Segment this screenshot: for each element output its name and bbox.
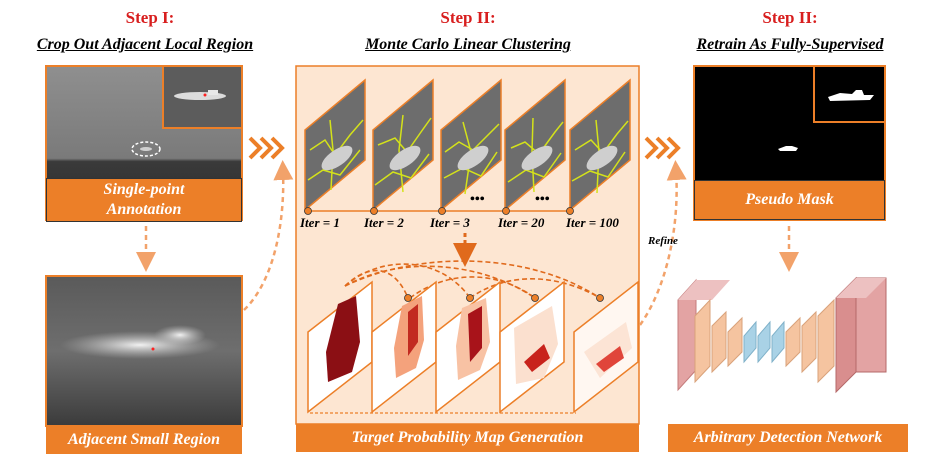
probability-map-label: Target Probability Map Generation [296, 424, 639, 452]
refine-arrow [638, 160, 687, 326]
ellipsis-dots-1: ••• [470, 192, 485, 207]
chevron-arrow-2 [644, 136, 681, 160]
step3-subtitle: Retrain As Fully-Supervised [696, 36, 884, 53]
step3-title: Step II: [762, 8, 818, 27]
chevron-arrow-1 [248, 136, 285, 160]
annotation-line-1: Single-point [103, 181, 185, 198]
iter-label-20: Iter = 20 [498, 215, 545, 230]
annotation-line-2: Annotation [106, 201, 182, 218]
iter-label-2: Iter = 2 [364, 215, 404, 230]
adjacent-region-image [45, 275, 243, 427]
probability-maps [307, 280, 639, 414]
refine-label: Refine [648, 235, 678, 247]
single-point-annotation-label: Single-point Annotation [46, 178, 242, 222]
step2-title: Step II: [440, 8, 496, 27]
step1-title: Step I: [125, 8, 175, 27]
adjacent-small-region-label: Adjacent Small Region [46, 426, 242, 454]
detection-network-illustration [677, 276, 887, 394]
iter-label-1: Iter = 1 [300, 215, 340, 230]
iteration-timeline [304, 207, 574, 215]
pseudo-mask-label: Pseudo Mask [694, 180, 885, 220]
accumulation-arcs [344, 260, 601, 299]
step1-subtitle: Crop Out Adjacent Local Region [36, 36, 254, 53]
arrow-crop-to-clustering [243, 160, 294, 311]
step2-subtitle: Monte Carlo Linear Clustering [365, 36, 571, 53]
iter-label-3: Iter = 3 [430, 215, 470, 230]
cluster-maps [304, 78, 631, 212]
iter-label-100: Iter = 100 [566, 215, 619, 230]
ellipsis-dots-2: ••• [535, 192, 550, 207]
detection-network-label: Arbitrary Detection Network [668, 424, 908, 452]
